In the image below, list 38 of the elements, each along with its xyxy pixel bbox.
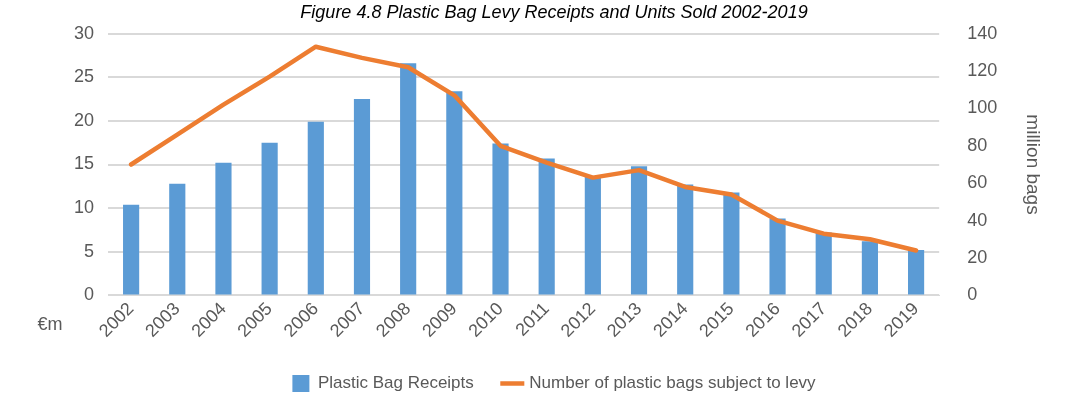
legend-label: Plastic Bag Receipts — [317, 373, 474, 393]
bar — [400, 63, 417, 295]
y-tick-label: 10 — [73, 197, 95, 218]
bar — [769, 218, 786, 295]
y-tick-label: 0 — [84, 284, 95, 305]
bar — [723, 192, 740, 295]
bar — [908, 250, 925, 295]
y2-tick-label: 20 — [967, 246, 988, 267]
bar — [123, 204, 140, 295]
y2-tick-label: 120 — [967, 59, 998, 80]
y-axis-title: €m — [37, 314, 63, 335]
bar — [169, 183, 186, 295]
y2-axis-title: million bags — [1023, 114, 1045, 215]
bar — [815, 232, 832, 295]
y-tick-label: 30 — [73, 22, 95, 43]
y2-tick-label: 80 — [967, 134, 988, 155]
y2-tick-label: 140 — [967, 22, 998, 43]
bar — [215, 162, 232, 295]
y2-tick-label: 100 — [967, 97, 998, 118]
y-tick-label: 15 — [73, 153, 95, 174]
legend-label: Number of plastic bags subject to levy — [529, 373, 817, 393]
bar — [677, 184, 694, 295]
chart-title: Figure 4.8 Plastic Bag Levy Receipts and Units Sold 2002-2019 — [300, 1, 808, 22]
bar — [538, 158, 555, 295]
bar — [492, 143, 509, 295]
bar — [630, 166, 648, 295]
y2-tick-label: 40 — [967, 209, 988, 230]
y2-tick-label: 60 — [967, 172, 988, 193]
bar — [307, 121, 324, 295]
bar — [861, 241, 878, 295]
y-tick-label: 5 — [84, 240, 95, 261]
y-tick-label: 20 — [73, 109, 95, 130]
bar — [584, 176, 601, 295]
bar — [261, 142, 278, 295]
bar — [353, 99, 371, 295]
y-tick-label: 25 — [73, 66, 95, 87]
y2-tick-label: 0 — [967, 284, 978, 305]
bar — [446, 91, 463, 295]
